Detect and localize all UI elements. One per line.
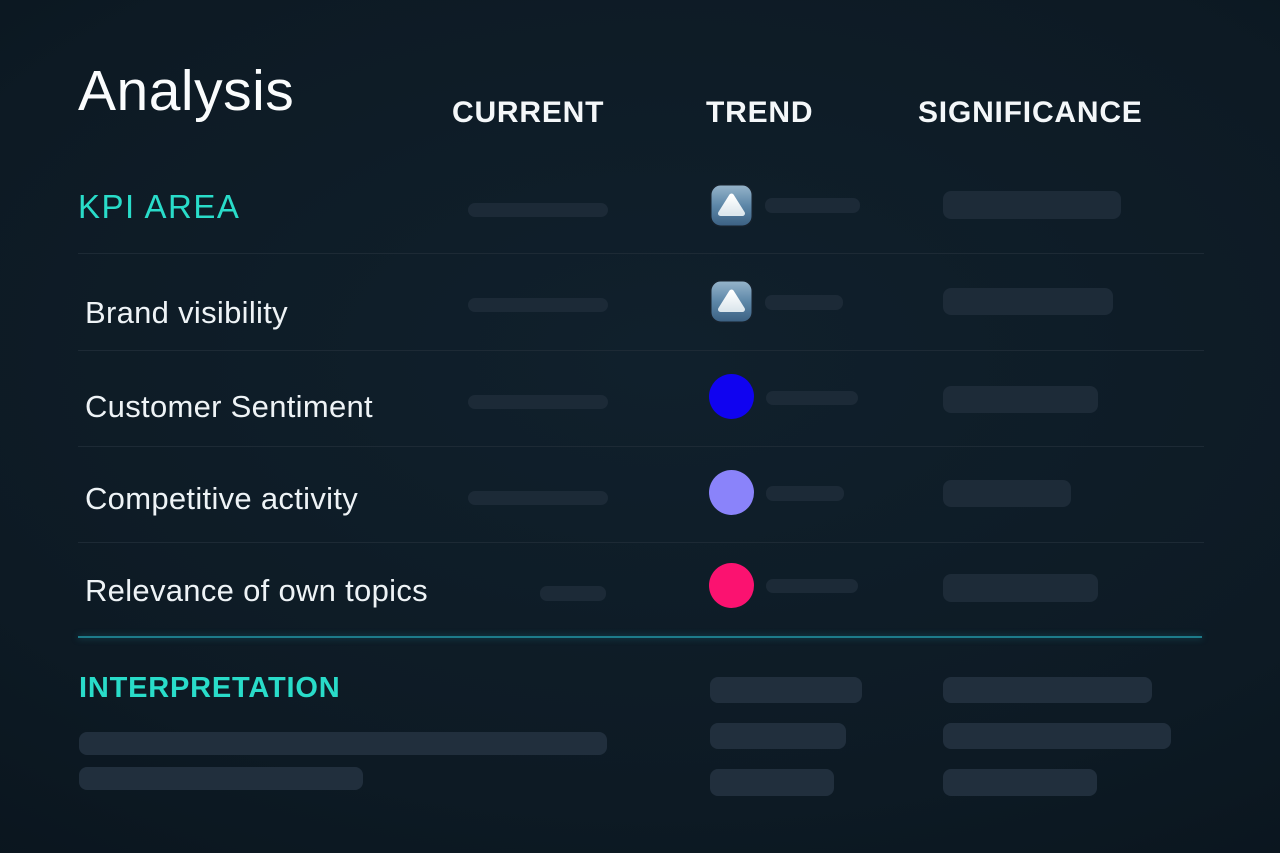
column-header-trend: TREND <box>706 96 814 129</box>
trend-up-icon <box>710 184 753 232</box>
interpretation-trend-placeholder <box>710 723 846 749</box>
trend-value-placeholder <box>766 391 858 405</box>
significance-placeholder <box>943 480 1071 507</box>
interpretation-significance-placeholder <box>943 723 1171 749</box>
interpretation-significance-placeholder <box>943 677 1152 703</box>
row-divider <box>78 446 1204 447</box>
trend-up-icon <box>710 280 753 328</box>
row-divider <box>78 253 1204 254</box>
row-label-brand-visibility: Brand visibility <box>85 295 288 330</box>
trend-value-placeholder <box>766 486 844 501</box>
row-label-customer-sentiment: Customer Sentiment <box>85 389 373 424</box>
column-header-current: CURRENT <box>452 96 605 129</box>
page-title: Analysis <box>78 59 295 123</box>
current-value-placeholder <box>468 298 608 312</box>
interpretation-text-placeholder <box>79 732 607 755</box>
trend-value-placeholder <box>765 198 860 213</box>
interpretation-text-placeholder <box>79 767 363 790</box>
interpretation-trend-placeholder <box>710 677 862 703</box>
trend-dot-icon <box>709 470 754 515</box>
trend-value-placeholder <box>765 295 843 310</box>
trend-dot-icon <box>709 563 754 608</box>
significance-placeholder <box>943 191 1121 219</box>
significance-placeholder <box>943 574 1098 602</box>
row-label-competitive-activity: Competitive activity <box>85 481 359 516</box>
interpretation-significance-placeholder <box>943 769 1097 796</box>
significance-placeholder <box>943 386 1098 413</box>
row-label-relevance-of-own-topics: Relevance of own topics <box>85 573 428 608</box>
section-divider-accent <box>78 636 1202 638</box>
current-value-placeholder <box>468 203 608 217</box>
current-value-placeholder <box>468 491 608 505</box>
current-value-placeholder <box>540 586 606 601</box>
row-label-kpi-area: KPI AREA <box>78 188 241 225</box>
trend-dot-icon <box>709 374 754 419</box>
row-divider <box>78 542 1204 543</box>
current-value-placeholder <box>468 395 608 409</box>
trend-value-placeholder <box>766 579 858 593</box>
interpretation-trend-placeholder <box>710 769 834 796</box>
interpretation-label: INTERPRETATION <box>79 672 341 704</box>
column-header-significance: SIGNIFICANCE <box>918 96 1143 129</box>
significance-placeholder <box>943 288 1113 315</box>
row-divider <box>78 350 1204 351</box>
